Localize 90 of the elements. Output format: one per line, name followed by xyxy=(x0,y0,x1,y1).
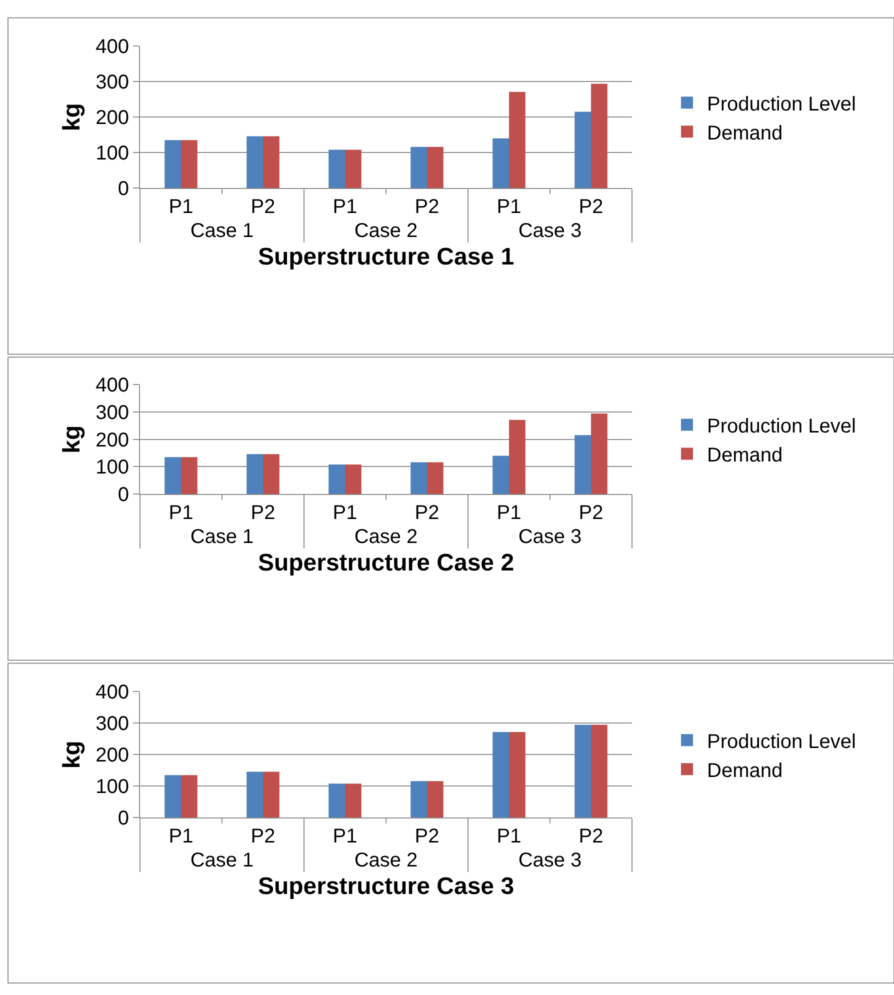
text: Case 1 xyxy=(190,526,254,548)
x-axis-title: Superstructure Case 2 xyxy=(258,549,514,576)
text: Case 2 xyxy=(354,850,418,872)
bar xyxy=(410,781,427,818)
y-tick-label: 300 xyxy=(96,713,129,736)
bar xyxy=(263,772,280,818)
x-tick-label: P2 xyxy=(414,826,440,848)
y-tick-label: 200 xyxy=(96,107,129,130)
x-axis-title: Superstructure Case 1 xyxy=(258,243,514,270)
bar xyxy=(164,457,181,494)
bar xyxy=(246,454,263,494)
legend-label: Demand xyxy=(707,122,783,144)
x-tick-label: P2 xyxy=(414,196,440,218)
x-tick-label: P1 xyxy=(496,196,522,218)
y-tick-label: 100 xyxy=(96,776,129,798)
y-axis-title: kg xyxy=(58,425,86,454)
bar xyxy=(427,462,444,494)
bar xyxy=(181,140,198,188)
x-tick-label: P2 xyxy=(250,196,276,218)
bar xyxy=(574,112,591,188)
bar xyxy=(591,414,608,494)
y-axis-title: kg xyxy=(58,740,86,769)
bar xyxy=(345,784,362,818)
bar xyxy=(345,150,362,188)
bar xyxy=(427,146,444,188)
x-tick-label: P1 xyxy=(168,826,194,848)
x-tick-label: P1 xyxy=(168,502,194,524)
y-tick-label: 100 xyxy=(96,456,129,479)
bar xyxy=(492,138,509,188)
legend-label: Demand xyxy=(707,760,783,782)
x-tick-label: P1 xyxy=(332,196,358,218)
y-tick-label: 200 xyxy=(96,429,129,452)
text: Case 2 xyxy=(354,526,418,548)
text: Case 1 xyxy=(190,850,254,872)
bar xyxy=(509,92,526,188)
bar xyxy=(181,457,198,494)
text: Case 3 xyxy=(518,850,582,872)
y-tick-label: 400 xyxy=(96,36,129,58)
legend-label: Production Level xyxy=(707,93,856,116)
bar xyxy=(492,456,509,494)
bar xyxy=(328,464,345,494)
bar xyxy=(328,150,345,188)
bar xyxy=(574,435,591,494)
legend-label: Production Level xyxy=(707,730,856,753)
x-tick-label: P2 xyxy=(250,502,276,524)
y-tick-label: 300 xyxy=(96,402,129,424)
bar xyxy=(509,420,526,494)
bar xyxy=(427,781,444,818)
text: Case 1 xyxy=(190,220,254,242)
bar xyxy=(591,84,608,188)
x-tick-label: P1 xyxy=(332,826,358,848)
text: Case 2 xyxy=(354,220,418,242)
text: Case 3 xyxy=(518,526,582,548)
bar xyxy=(410,462,427,494)
bar xyxy=(263,136,280,188)
y-tick-label: 100 xyxy=(96,142,129,165)
x-tick-label: P1 xyxy=(168,196,194,218)
x-tick-label: P2 xyxy=(250,826,276,848)
y-tick-label: 400 xyxy=(96,682,129,704)
bar xyxy=(492,732,509,818)
bar xyxy=(591,724,608,818)
y-tick-label: 0 xyxy=(118,808,129,830)
x-tick-label: P2 xyxy=(414,502,440,524)
bar xyxy=(164,140,181,188)
y-axis-title: kg xyxy=(58,103,86,132)
x-tick-label: P2 xyxy=(578,502,604,524)
bar xyxy=(328,784,345,818)
y-tick-label: 0 xyxy=(118,178,129,200)
bar xyxy=(345,464,362,494)
bar xyxy=(574,724,591,818)
bar xyxy=(410,146,427,188)
bar xyxy=(181,775,198,818)
bar xyxy=(246,136,263,188)
bar xyxy=(509,732,526,818)
x-tick-label: P1 xyxy=(496,826,522,848)
x-tick-label: P2 xyxy=(578,826,604,848)
y-tick-label: 300 xyxy=(96,72,129,94)
bar xyxy=(246,772,263,818)
y-tick-label: 200 xyxy=(96,744,129,767)
x-tick-label: P2 xyxy=(578,196,604,218)
legend-label: Production Level xyxy=(707,416,856,438)
y-tick-label: 0 xyxy=(118,484,129,506)
x-tick-label: P1 xyxy=(496,502,522,524)
bar xyxy=(164,775,181,818)
y-tick-label: 400 xyxy=(96,374,129,397)
text: Case 3 xyxy=(518,220,582,242)
x-axis-title: Superstructure Case 3 xyxy=(258,873,514,900)
x-tick-label: P1 xyxy=(332,502,358,524)
legend-label: Demand xyxy=(707,444,783,467)
bar xyxy=(263,454,280,494)
